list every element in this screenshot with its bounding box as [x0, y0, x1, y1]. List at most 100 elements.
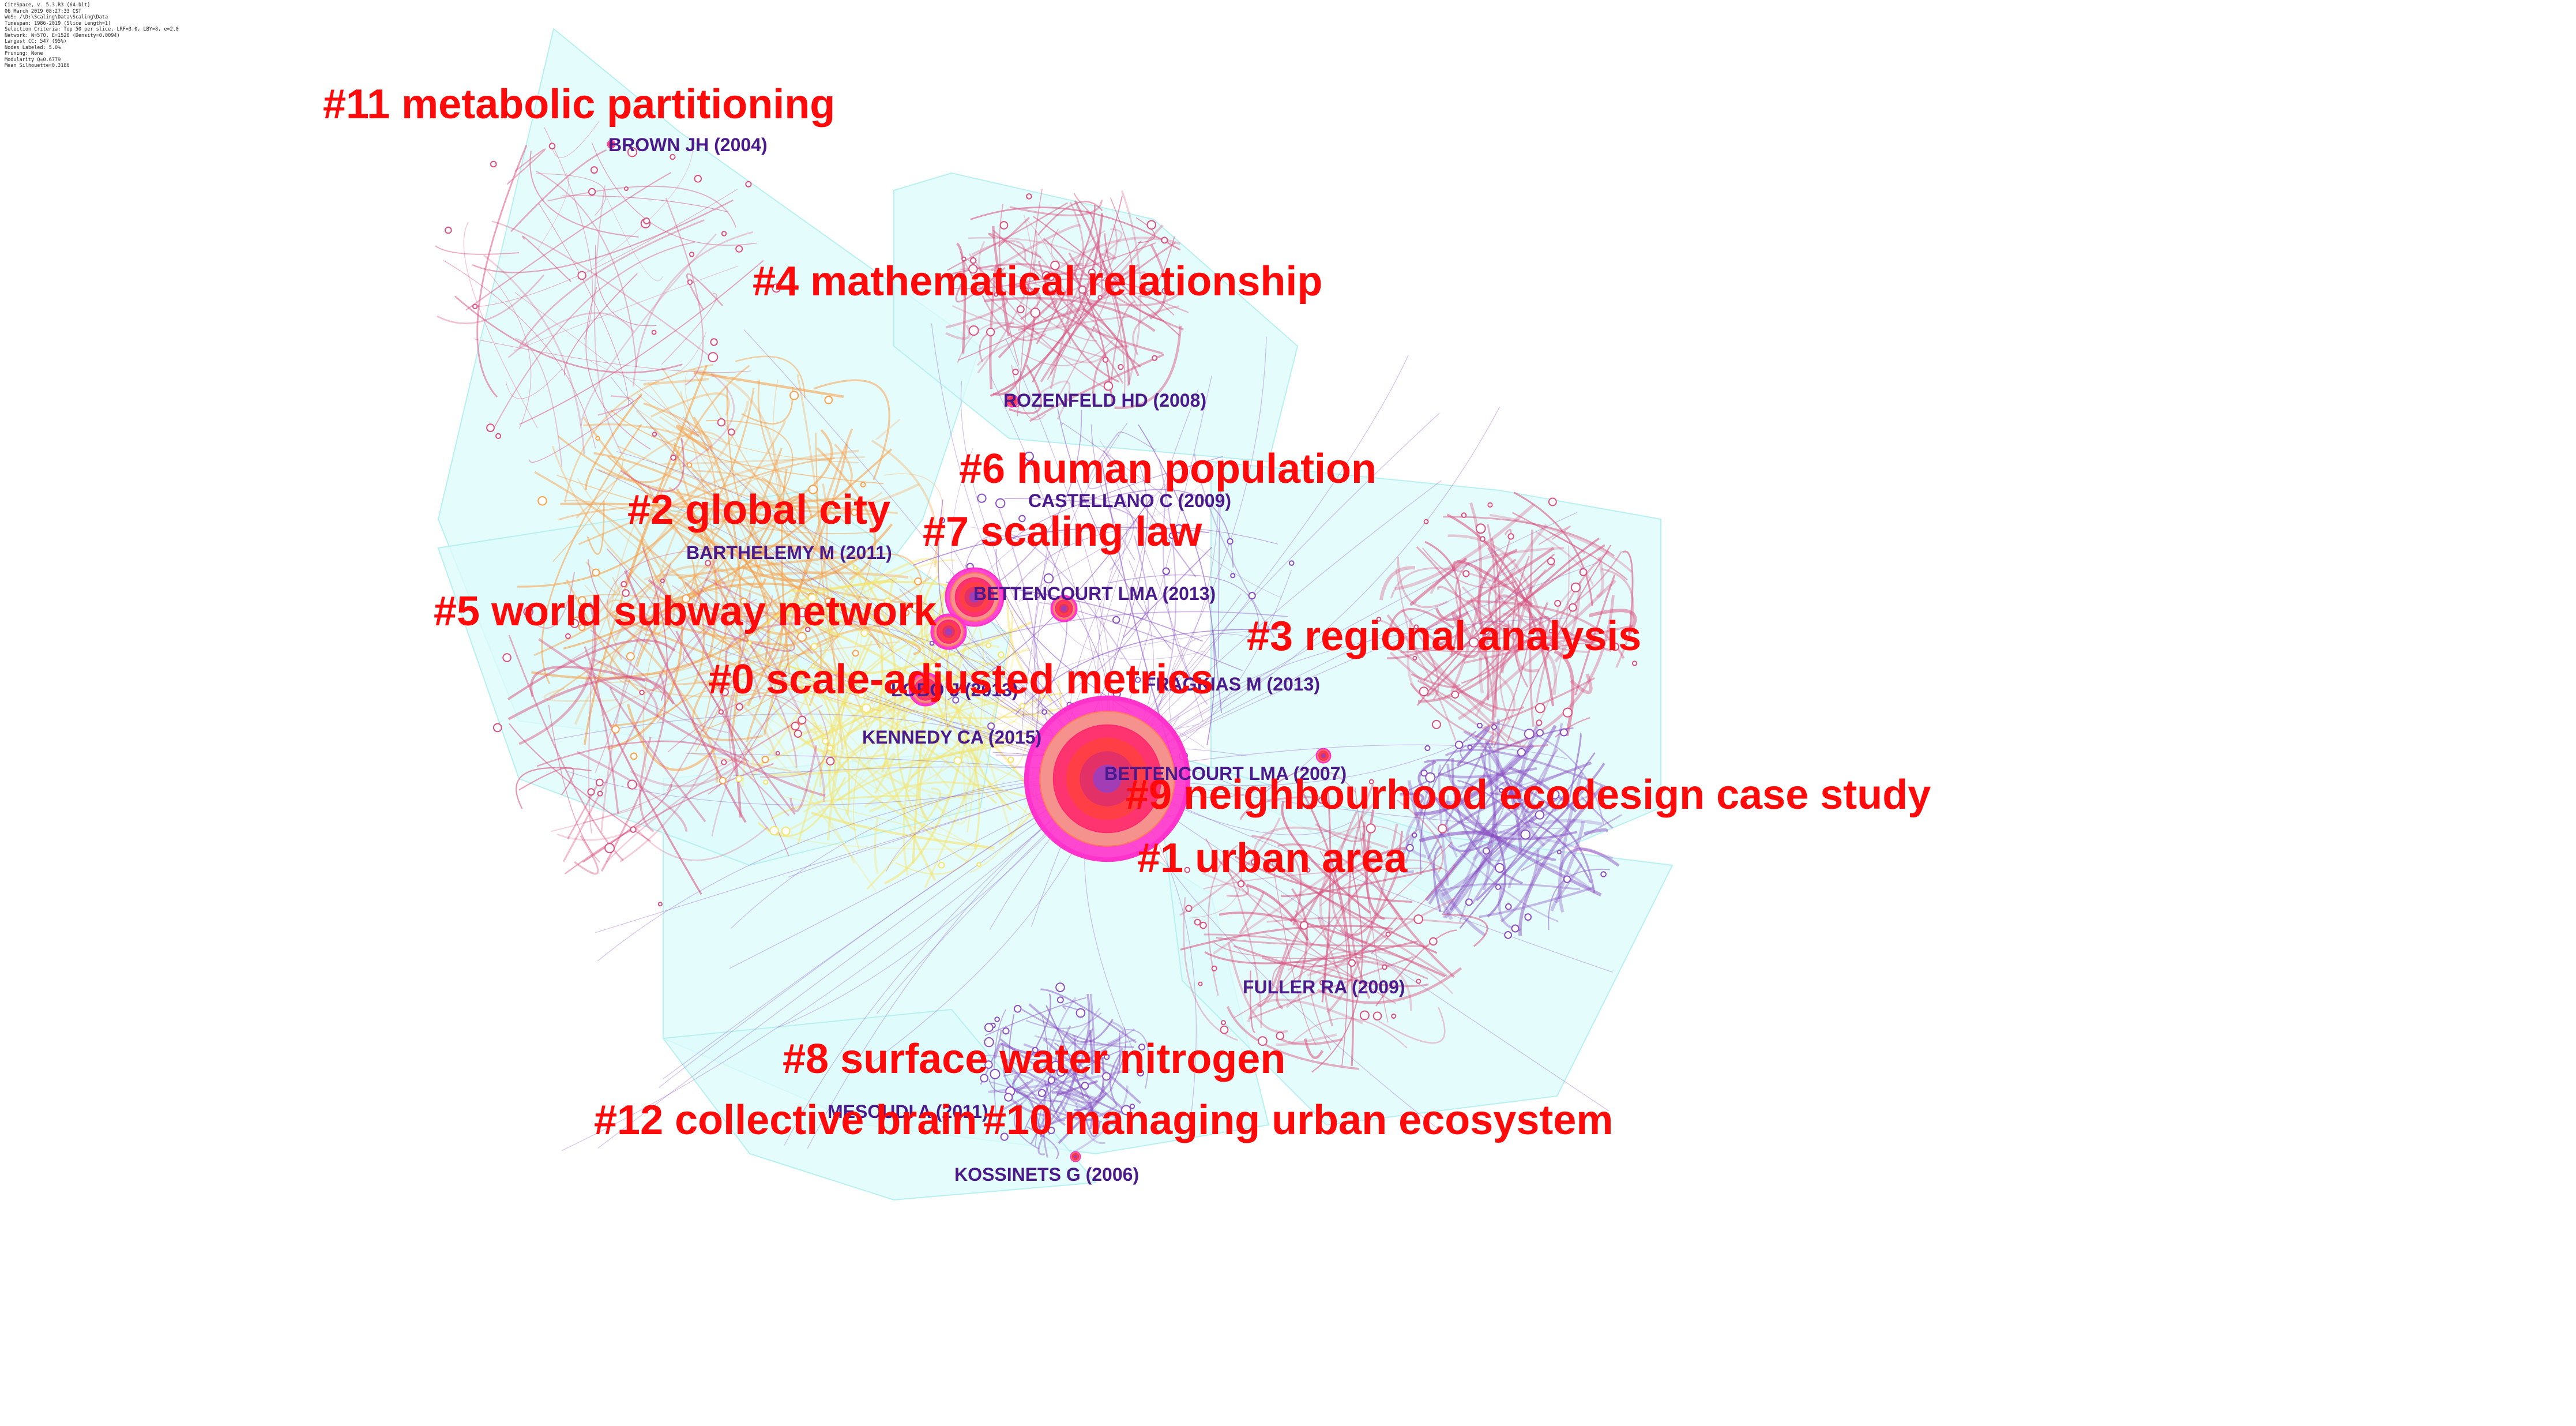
reference-node[interactable] [1056, 1067, 1066, 1077]
reference-node[interactable] [1162, 567, 1170, 575]
reference-node[interactable] [657, 902, 663, 907]
reference-node[interactable] [1129, 1104, 1135, 1109]
reference-node[interactable] [911, 603, 922, 613]
reference-node[interactable] [1152, 355, 1158, 361]
reference-node[interactable] [1382, 964, 1387, 970]
reference-node[interactable] [592, 568, 600, 577]
reference-node[interactable] [570, 619, 580, 628]
reference-node[interactable] [597, 790, 603, 797]
reference-node[interactable] [1146, 220, 1156, 230]
reference-node[interactable] [1454, 740, 1464, 749]
reference-node[interactable] [1520, 829, 1531, 840]
reference-node[interactable] [1121, 1105, 1131, 1116]
reference-node[interactable] [953, 756, 962, 765]
reference-node[interactable] [1012, 369, 1019, 376]
reference-node[interactable] [1211, 965, 1217, 972]
reference-label[interactable]: FULLER RA (2009) [1243, 977, 1405, 997]
reference-node[interactable] [797, 632, 807, 642]
reference-node[interactable] [1545, 644, 1553, 652]
reference-node[interactable] [1198, 981, 1203, 986]
reference-node[interactable] [1288, 560, 1295, 566]
reference-node[interactable] [1563, 875, 1571, 883]
reference-node[interactable] [1547, 557, 1555, 565]
reference-node[interactable] [1227, 538, 1234, 545]
reference-node[interactable] [1118, 364, 1124, 370]
reference-node[interactable] [798, 715, 807, 725]
reference-label[interactable]: CASTELLANO C (2009) [1028, 490, 1232, 511]
reference-node[interactable] [914, 577, 922, 586]
reference-node[interactable] [1511, 924, 1520, 933]
reference-node[interactable] [862, 703, 871, 713]
reference-node[interactable] [984, 1037, 994, 1048]
reference-label[interactable]: KOSSINETS G (2006) [954, 1164, 1140, 1185]
reference-node[interactable] [1019, 703, 1026, 710]
reference-node[interactable] [1477, 722, 1483, 729]
reference-node[interactable] [624, 186, 629, 192]
reference-label[interactable]: MESOUDI A (2011) [828, 1101, 988, 1122]
reference-node[interactable] [1431, 719, 1441, 729]
reference-node[interactable] [1579, 568, 1588, 576]
reference-node[interactable] [804, 626, 811, 632]
reference-node[interactable] [1368, 779, 1374, 785]
reference-node[interactable] [1050, 1061, 1061, 1071]
reference-node[interactable] [1550, 789, 1560, 800]
reference-node[interactable] [1465, 898, 1473, 906]
reference-node[interactable] [1050, 290, 1056, 296]
reference-node[interactable] [798, 607, 807, 618]
reference-node[interactable] [1097, 295, 1103, 300]
reference-node[interactable] [1194, 918, 1201, 926]
reference-node[interactable] [611, 725, 620, 734]
reference-node[interactable] [1276, 1031, 1285, 1040]
reference-node[interactable] [1248, 592, 1256, 600]
cluster-label[interactable]: #7 scaling law [923, 509, 1202, 555]
reference-node[interactable] [1524, 913, 1532, 921]
reference-node[interactable] [781, 826, 791, 836]
reference-node[interactable] [587, 788, 595, 796]
cluster-label[interactable]: #12 collective brain [594, 1097, 977, 1143]
reference-node[interactable] [694, 175, 702, 183]
reference-node[interactable] [1026, 193, 1032, 200]
citation-ring-node[interactable] [1074, 1155, 1077, 1158]
cluster-label[interactable]: #2 global city [627, 487, 891, 533]
citation-ring-node[interactable] [922, 686, 929, 693]
reference-node[interactable] [1102, 356, 1109, 363]
reference-node[interactable] [1482, 627, 1490, 635]
reference-node[interactable] [1002, 1027, 1010, 1035]
reference-node[interactable] [1504, 931, 1513, 939]
reference-node[interactable] [686, 462, 693, 468]
reference-node[interactable] [1524, 729, 1535, 740]
cluster-label[interactable]: #4 mathematical relationship [753, 258, 1323, 305]
reference-node[interactable] [720, 688, 729, 696]
cluster-label[interactable]: #10 managing urban ecosystem [983, 1097, 1614, 1143]
reference-node[interactable] [938, 862, 945, 869]
reference-label[interactable]: BETTENCOURT LMA (2013) [973, 583, 1216, 604]
reference-node[interactable] [622, 589, 630, 597]
reference-node[interactable] [1517, 748, 1526, 757]
reference-node[interactable] [627, 147, 638, 157]
reference-node[interactable] [1451, 691, 1460, 699]
reference-node[interactable] [1560, 728, 1568, 737]
reference-node[interactable] [929, 662, 939, 673]
reference-node[interactable] [1631, 661, 1638, 666]
reference-node[interactable] [763, 779, 769, 785]
reference-node[interactable] [1305, 867, 1311, 873]
reference-node[interactable] [1412, 655, 1417, 661]
reference-node[interactable] [1043, 573, 1054, 584]
reference-node[interactable] [1554, 599, 1562, 607]
reference-node[interactable] [1507, 533, 1514, 540]
reference-node[interactable] [794, 729, 802, 738]
reference-node[interactable] [783, 610, 788, 616]
reference-node[interactable] [735, 775, 743, 782]
reference-node[interactable] [761, 756, 769, 764]
reference-node[interactable] [626, 652, 635, 661]
citation-ring-node[interactable] [1093, 764, 1122, 793]
reference-node[interactable] [1425, 772, 1436, 783]
reference-node[interactable] [627, 779, 637, 790]
reference-node[interactable] [1075, 1008, 1086, 1018]
reference-node[interactable] [1536, 719, 1543, 726]
reference-node[interactable] [1016, 305, 1025, 314]
reference-node[interactable] [1112, 616, 1120, 624]
reference-node[interactable] [1535, 810, 1545, 820]
reference-node[interactable] [1468, 637, 1479, 648]
reference-node[interactable] [1319, 980, 1325, 986]
